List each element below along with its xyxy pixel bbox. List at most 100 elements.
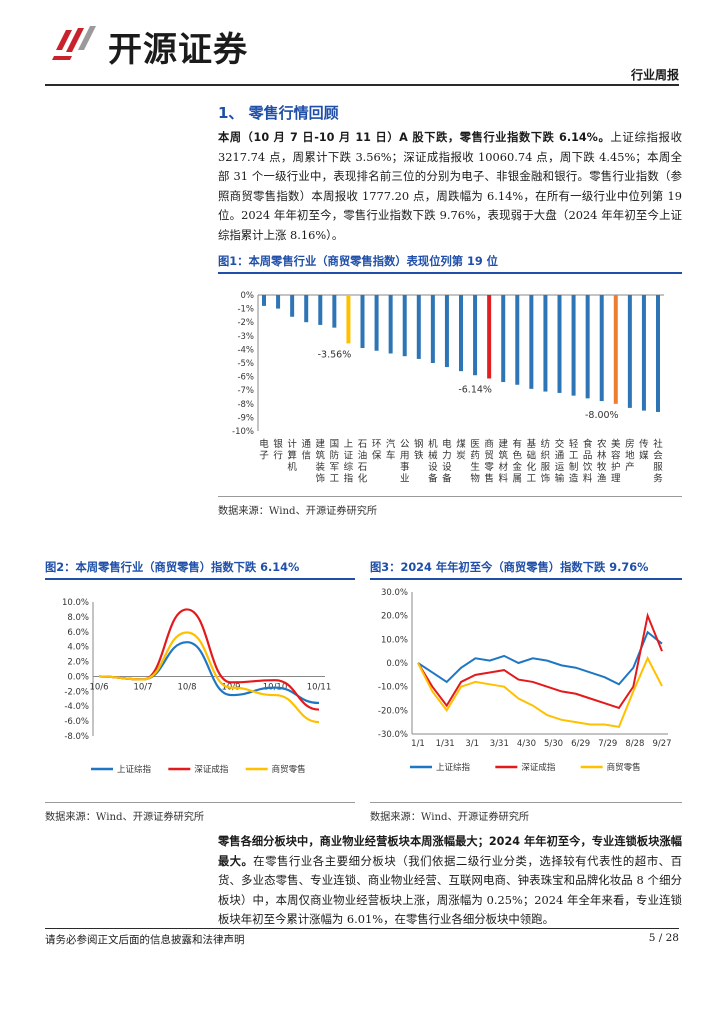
category-label: 传媒 [639,438,649,462]
bar [571,295,576,396]
bar [515,295,520,385]
y-tick-label: -6.0% [64,717,89,727]
category-label: 交通运输 [555,438,565,485]
footer-divider [45,928,679,929]
category-label: 社会服务 [653,438,663,485]
category-label: 美容护理 [611,438,621,485]
bar [430,295,435,363]
category-label: 轻工制造 [569,438,579,485]
weekly-index-line-chart: 10.0% 8.0% 6.0% 4.0% 2.0% 0.0% -2.0% -4.0% -6.0%… [62,598,331,775]
bar [276,295,281,309]
y-tick-label: -7% [237,386,254,396]
y-tick-label: -1% [237,305,254,315]
paragraph-body: 在零售行业各主要细分板块（我们依据二级行业分类，选择较有代表性的超市、百货、多业… [218,853,682,927]
y-tick-label: -4.0% [64,702,89,712]
category-label: 计算机 [287,438,297,473]
category-label: 通信 [301,439,311,462]
y-tick-label: 4.0% [67,643,89,653]
bar [599,295,604,402]
category-label: 银行 [273,438,283,462]
legend-label: 深证成指 [194,764,229,775]
figure3-source: 数据来源：Wind、开源证券研究所 [370,812,530,823]
bar [332,295,337,328]
paragraph-market-review: 本周（10 月 7 日-10 月 11 日）A 股下跌，零售行业指数下跌 6.1… [218,128,682,246]
y-tick-label: 0.0% [67,672,89,682]
x-tick-label: 1/1 [411,739,425,749]
bar [585,295,590,399]
y-tick-label: -2.0% [64,687,89,697]
bar [656,295,660,412]
category-label: 汽车 [386,438,396,462]
footer-disclaimer: 请务必参阅正文后面的信息披露和法律声明 [45,934,245,946]
bar [318,295,323,325]
legend-label: 上证综指 [436,762,471,773]
bar [473,295,478,376]
figure3-caption-rule [370,578,682,580]
y-tick-label: -3% [237,332,254,342]
data-label: -6.14% [458,385,492,396]
y-tick-label: 0% [241,291,255,301]
category-label: 石油石化 [358,439,368,485]
x-tick-label: 10/7 [133,682,152,692]
bar [346,295,351,344]
x-tick-label: 9/27 [652,739,671,749]
x-tick-label: 6/29 [571,739,590,749]
category-label: 公用事业 [400,439,410,485]
bar [641,295,646,411]
y-tick-label: 0.0% [386,659,408,669]
y-tick-label: -10.0% [378,683,408,693]
bar [501,295,506,383]
figure1-source-rule [218,496,682,497]
x-tick-label: 8/28 [625,739,644,749]
x-tick-label: 3/31 [490,739,509,749]
legend-label: 商贸零售 [607,762,641,773]
y-tick-label: 20.0% [381,612,408,622]
paragraph-lead: 零售各细分板块中，商业物业经营板块本周涨幅最大；2024 年年初至今，专业连锁板… [218,835,682,868]
x-tick-label: 10/6 [89,682,108,692]
header-divider [45,84,679,86]
x-tick-label: 1/31 [436,739,455,749]
category-label: 煤炭 [456,438,466,462]
bar [444,295,449,368]
x-tick-label: 3/1 [465,739,479,749]
bar [627,295,632,408]
category-label: 上证综指 [344,439,354,485]
figure1-caption-rule [218,272,682,274]
paragraph-subsector-review: 零售各细分板块中，商业物业经营板块本周涨幅最大；2024 年年初至今，专业连锁板… [218,832,682,930]
paragraph-lead: 本周（10 月 7 日-10 月 11 日）A 股下跌，零售行业指数下跌 6.1… [218,131,611,144]
y-tick-label: -10% [232,427,254,437]
y-tick-label: 6.0% [67,628,89,638]
figure1-caption: 图1：本周零售行业（商贸零售指数）表现位列第 19 位 [218,255,498,268]
category-label: 电子 [259,438,269,462]
y-tick-label: -8% [237,400,254,410]
brand-name: 开源证券 [108,30,248,70]
page-number: 5 / 28 [648,932,679,944]
legend-label: 商贸零售 [272,764,306,775]
bar [388,295,393,354]
y-tick-label: -9% [237,413,254,423]
y-tick-label: 10.0% [381,635,408,645]
bar [557,295,562,393]
category-label: 商贸零售 [484,438,494,485]
series-line [98,641,320,705]
figure2-caption: 图2：本周零售行业（商贸零售）指数下跌 6.14% [45,561,300,574]
category-label: 电力设备 [442,438,452,485]
y-tick-label: 2.0% [67,658,89,668]
bar [262,295,266,306]
page-header: 开源证券 行业周报 [0,0,724,90]
y-tick-label: -20.0% [378,706,408,716]
bar [374,295,379,351]
legend-label: 上证综指 [117,764,152,775]
y-tick-label: -5% [237,359,254,369]
x-tick-label: 4/30 [517,739,536,749]
bar [459,295,463,372]
category-label: 建筑装饰 [316,438,326,485]
category-label: 环保 [372,439,382,462]
category-label: 纺织服饰 [541,438,551,485]
y-tick-label: 10.0% [62,598,89,608]
x-tick-label: 10/8 [177,682,196,692]
legend-label: 深证成指 [521,762,556,773]
bar [290,295,295,317]
category-label: 医药生物 [470,439,480,485]
section-title: 1、 零售行情回顾 [218,104,339,122]
